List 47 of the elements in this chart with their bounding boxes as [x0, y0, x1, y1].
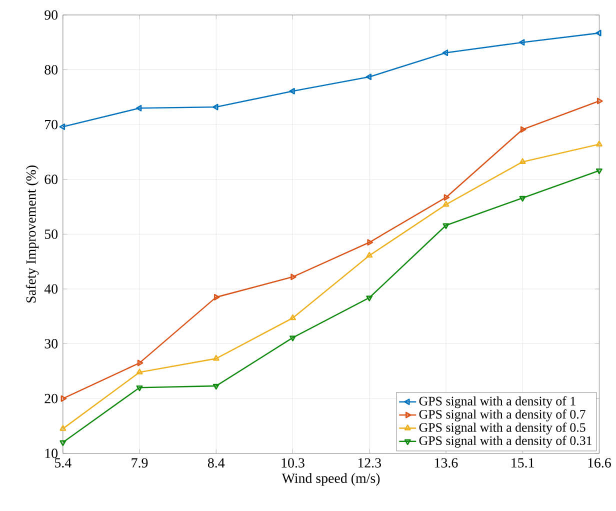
- point: [366, 295, 373, 302]
- x-tick-label: 5.4: [55, 458, 72, 468]
- point: [136, 104, 142, 112]
- y-tick-label: 50: [44, 229, 58, 239]
- point: [214, 294, 220, 300]
- x-tick-label: 10.3: [282, 458, 304, 468]
- x-tick-label: 16.6: [588, 458, 611, 468]
- legend-label: GPS signal with a density of 0.31: [419, 436, 592, 448]
- x-tick-label: 15.1: [512, 458, 534, 468]
- x-tick-label: 8.4: [208, 458, 225, 468]
- y-tick-label: 90: [44, 10, 58, 20]
- point: [136, 385, 143, 392]
- x-axis-title: Wind speed (m/s): [282, 473, 380, 486]
- point: [289, 88, 295, 94]
- point: [136, 368, 143, 374]
- legend-label: GPS signal with a density of 0.7: [419, 409, 586, 422]
- point: [366, 252, 373, 258]
- point: [444, 194, 450, 201]
- x-tick-label: 13.6: [434, 458, 458, 468]
- point: [289, 314, 296, 320]
- point: [519, 158, 526, 164]
- point: [367, 239, 373, 246]
- point: [520, 126, 526, 133]
- point: [442, 49, 448, 56]
- x-tick-label: 7.9: [132, 458, 148, 468]
- legend-label: GPS signal with a density of 1: [419, 396, 576, 408]
- point: [518, 38, 525, 46]
- x-tick-label: 12.3: [358, 458, 382, 468]
- point: [442, 223, 450, 229]
- y-tick-label: 70: [45, 120, 58, 130]
- legend-label: GPS signal with a density of 0.5: [419, 422, 586, 434]
- y-tick-label: 60: [44, 174, 58, 184]
- point: [442, 200, 450, 207]
- y-tick-label: 80: [44, 64, 58, 74]
- y-axis-title: Safety Improvement (%): [26, 165, 39, 302]
- point: [212, 384, 220, 390]
- point: [366, 74, 372, 80]
- y-tick-label: 10: [45, 448, 58, 458]
- point: [137, 360, 144, 366]
- y-tick-label: 20: [44, 394, 58, 404]
- point: [519, 196, 526, 202]
- point: [212, 354, 220, 361]
- y-tick-label: 30: [44, 338, 58, 348]
- point: [212, 104, 218, 110]
- y-tick-label: 40: [44, 284, 58, 294]
- point: [289, 335, 296, 342]
- point: [290, 274, 296, 280]
